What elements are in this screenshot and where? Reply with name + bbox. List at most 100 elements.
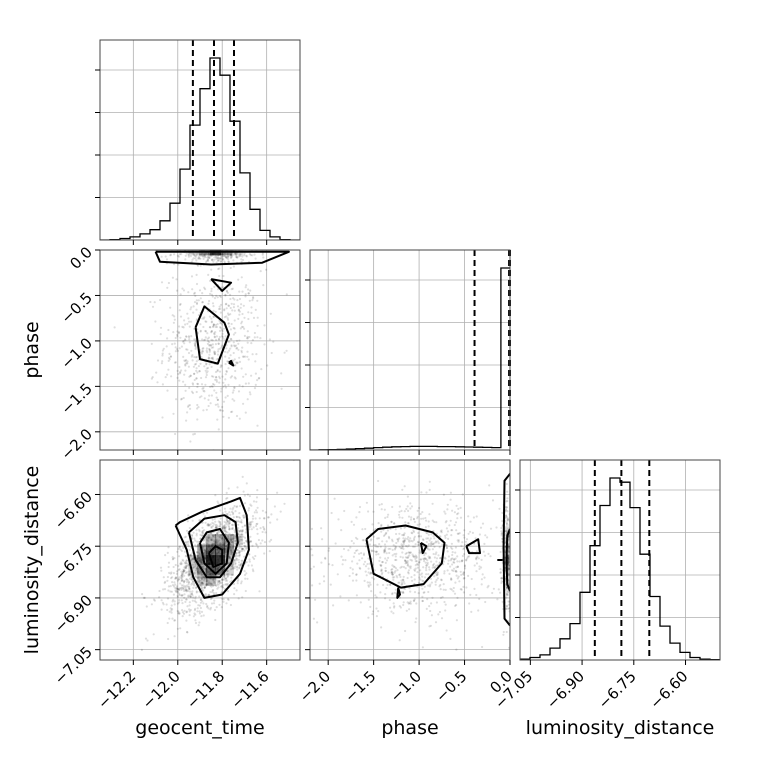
scatter-point — [249, 535, 252, 538]
density-cell — [188, 565, 199, 576]
scatter-point — [212, 535, 215, 539]
scatter-point — [234, 369, 237, 373]
scatter-point — [358, 559, 361, 562]
scatter-point — [391, 593, 394, 596]
scatter-point — [468, 602, 471, 605]
scatter-point — [421, 575, 424, 578]
scatter-point — [504, 514, 508, 517]
scatter-point — [510, 541, 512, 543]
scatter-point — [466, 557, 469, 560]
scatter-point — [200, 581, 204, 584]
scatter-point — [187, 581, 191, 584]
scatter-point — [410, 505, 414, 508]
scatter-point — [211, 533, 214, 537]
scatter-point — [199, 264, 202, 267]
scatter-point — [190, 306, 193, 309]
scatter-point — [407, 569, 410, 572]
scatter-point — [180, 587, 183, 590]
scatter-point — [251, 515, 255, 518]
scatter-point — [209, 344, 213, 347]
scatter-point — [241, 290, 244, 293]
scatter-point — [221, 538, 224, 541]
scatter-point — [192, 583, 195, 586]
scatter-point — [227, 304, 231, 307]
scatter-point — [422, 557, 425, 561]
scatter-point — [409, 518, 413, 521]
scatter-point — [422, 580, 425, 583]
scatter-point — [173, 619, 177, 622]
scatter-point — [371, 576, 374, 579]
contour-line — [154, 250, 290, 266]
scatter-point — [428, 625, 431, 628]
scatter-point — [180, 561, 183, 564]
scatter-point — [187, 540, 190, 543]
scatter-point — [195, 566, 198, 570]
scatter-point — [349, 546, 352, 549]
scatter-point — [462, 573, 465, 577]
scatter-point — [210, 357, 213, 360]
scatter-point — [378, 503, 381, 506]
scatter-point — [435, 578, 438, 582]
scatter-point — [365, 501, 368, 504]
scatter-point — [270, 513, 273, 516]
scatter-point — [178, 587, 182, 590]
scatter-point — [181, 340, 185, 343]
scatter-point — [446, 569, 449, 572]
scatter-point — [413, 574, 416, 577]
scatter-point — [507, 562, 510, 565]
scatter-point — [223, 577, 226, 580]
scatter-point — [377, 553, 380, 556]
scatter-point — [220, 536, 223, 540]
scatter-point — [221, 246, 223, 248]
scatter-point — [427, 525, 430, 528]
scatter-point — [238, 538, 241, 541]
scatter-point — [475, 550, 478, 553]
scatter-point — [247, 509, 250, 512]
scatter-point — [229, 533, 232, 537]
scatter-point — [203, 586, 206, 589]
scatter-point — [214, 343, 217, 346]
scatter-point — [173, 342, 176, 345]
scatter-point — [237, 342, 240, 345]
scatter-point — [158, 596, 161, 599]
scatter-point — [182, 546, 185, 550]
scatter-point — [185, 565, 188, 568]
scatter-point — [205, 261, 208, 264]
scatter-point — [501, 600, 504, 604]
scatter-point — [205, 579, 208, 582]
scatter-point — [434, 580, 437, 584]
scatter-point — [506, 518, 509, 522]
scatter-point — [505, 530, 508, 533]
scatter-point — [217, 551, 221, 554]
scatter-point — [247, 317, 250, 321]
scatter-point — [219, 521, 222, 524]
scatter-point — [216, 256, 219, 259]
scatter-point — [219, 555, 222, 558]
scatter-point — [227, 573, 230, 576]
scatter-point — [228, 526, 231, 529]
scatter-point — [261, 530, 264, 534]
scatter-point — [221, 546, 224, 549]
scatter-point — [244, 536, 247, 540]
scatter-point — [220, 581, 223, 584]
scatter-point — [199, 552, 202, 556]
scatter-point — [399, 575, 402, 579]
scatter-point — [240, 545, 243, 548]
scatter-point — [215, 541, 218, 544]
scatter-point — [204, 338, 207, 341]
scatter-point — [408, 554, 411, 557]
scatter-point — [216, 583, 219, 586]
scatter-point — [387, 547, 390, 551]
scatter-point — [334, 542, 337, 545]
scatter-point — [224, 555, 227, 558]
scatter-point — [182, 289, 186, 292]
scatter-point — [193, 432, 196, 435]
scatter-point — [439, 583, 442, 587]
scatter-point — [171, 314, 174, 317]
scatter-point — [240, 322, 243, 325]
scatter-point — [427, 520, 430, 523]
scatter-point — [208, 394, 211, 397]
scatter-point — [511, 556, 513, 558]
scatter-point — [397, 513, 401, 516]
scatter-point — [245, 482, 248, 485]
